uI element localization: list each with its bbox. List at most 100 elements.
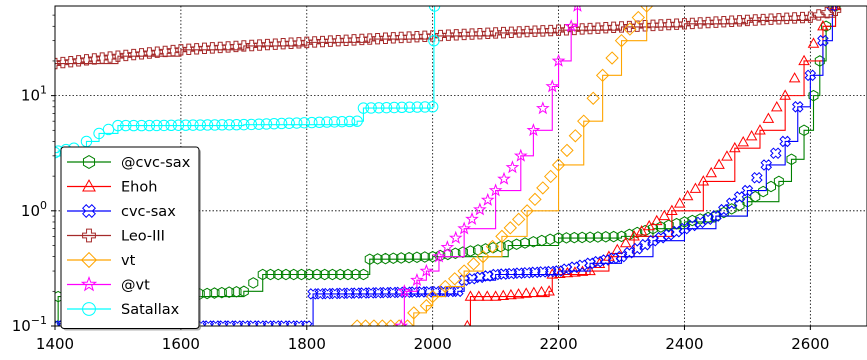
series-marker <box>261 38 274 51</box>
series-marker <box>214 41 226 54</box>
series-marker <box>718 15 730 28</box>
series-marker <box>343 115 356 128</box>
series-marker <box>321 287 334 300</box>
series-marker <box>202 320 215 326</box>
data-point-marker <box>564 19 579 33</box>
series-marker <box>319 268 330 281</box>
data-point-marker <box>397 284 412 298</box>
series-marker <box>673 197 686 208</box>
series-marker <box>158 119 170 132</box>
series-marker <box>485 239 500 254</box>
legend-entry: vt <box>67 251 136 269</box>
data-point-marker <box>364 33 376 45</box>
series-marker <box>521 266 533 279</box>
data-point-marker <box>628 230 640 241</box>
series-marker <box>466 28 478 40</box>
series-marker <box>536 234 547 247</box>
series-marker <box>224 320 237 326</box>
data-point-marker <box>357 102 370 114</box>
data-point-marker <box>791 101 804 113</box>
series-marker <box>209 320 222 326</box>
series-marker <box>150 119 163 132</box>
series-marker <box>442 29 455 41</box>
series-marker <box>650 214 663 226</box>
data-point-marker <box>463 319 471 326</box>
data-point-marker <box>438 279 452 294</box>
series-marker <box>511 238 522 251</box>
data-point-marker <box>829 6 842 17</box>
series-marker <box>639 238 651 251</box>
series-marker <box>270 320 282 326</box>
data-point-marker <box>760 159 773 171</box>
series-marker <box>686 219 699 232</box>
data-point-marker <box>545 79 560 93</box>
data-point-marker <box>779 89 791 100</box>
series-marker <box>655 19 667 31</box>
series-marker <box>474 271 486 284</box>
series-marker <box>80 54 93 66</box>
series-marker <box>291 117 303 129</box>
series-marker <box>373 102 385 114</box>
data-point-marker <box>257 268 268 281</box>
series-marker <box>380 101 393 114</box>
series-marker <box>357 287 370 299</box>
series-marker <box>765 13 777 25</box>
series-marker <box>396 101 408 114</box>
series-marker <box>658 209 671 221</box>
series-marker <box>796 11 809 24</box>
series-marker <box>655 221 666 233</box>
legend-marker <box>82 228 96 243</box>
series-marker <box>365 102 377 114</box>
series-marker <box>285 320 298 326</box>
data-point-marker <box>55 57 61 70</box>
series-marker <box>293 37 305 49</box>
series-marker <box>537 266 549 278</box>
series-marker <box>623 246 636 259</box>
series-marker <box>450 29 462 41</box>
y-tick-label: 100 <box>21 199 47 220</box>
series-marker <box>102 123 115 136</box>
series-marker <box>329 287 341 300</box>
data-point-marker <box>808 89 819 102</box>
series-marker <box>694 17 706 29</box>
series-marker <box>528 236 539 248</box>
series-marker <box>190 43 203 55</box>
data-point-marker <box>577 114 591 128</box>
series-marker <box>505 160 520 174</box>
data-point-marker <box>428 34 440 47</box>
series-marker <box>387 32 400 44</box>
series-marker <box>394 286 406 299</box>
legend-marker <box>82 302 96 316</box>
series-marker <box>372 286 385 299</box>
series-marker <box>65 55 77 68</box>
legend-marker <box>82 155 96 169</box>
series-marker <box>293 320 305 326</box>
series-marker <box>497 268 510 280</box>
data-point-marker <box>551 53 566 67</box>
series-marker <box>758 185 769 198</box>
legend-entry: Satallax <box>67 302 180 318</box>
series-marker <box>165 119 177 132</box>
series-marker <box>769 147 782 160</box>
series-line <box>55 6 833 326</box>
series-marker <box>324 35 337 47</box>
data-point-marker <box>307 288 319 300</box>
data-point-marker <box>112 50 124 62</box>
series-marker <box>403 101 416 113</box>
series-marker <box>248 277 259 289</box>
x-tick-label: 2600 <box>791 335 829 353</box>
data-point-marker <box>238 285 249 298</box>
data-point-marker <box>410 272 424 286</box>
series-marker <box>537 25 549 37</box>
series-marker <box>448 230 463 244</box>
series-marker <box>57 56 69 69</box>
y-tick-label: 101 <box>21 84 47 105</box>
series-marker <box>474 28 486 40</box>
series-line <box>357 6 648 326</box>
series-marker <box>230 40 242 53</box>
data-point-marker <box>394 318 409 326</box>
series-marker <box>670 225 683 238</box>
series-marker <box>328 116 341 128</box>
y-tick-label: 10−1 <box>12 314 47 335</box>
series-marker <box>528 192 542 207</box>
